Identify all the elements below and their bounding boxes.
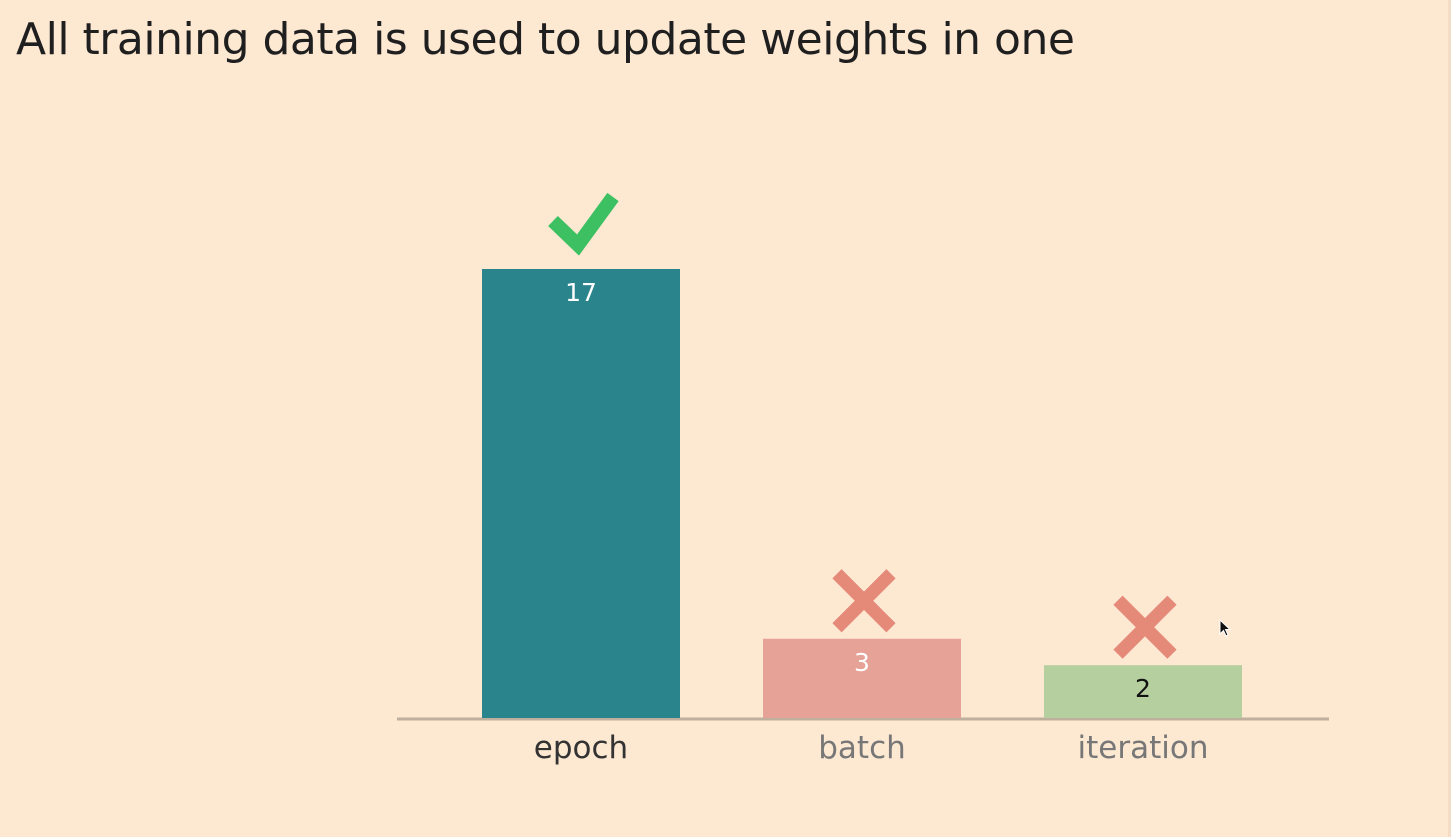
- bar-iteration: [1044, 665, 1242, 718]
- check-icon: [548, 192, 619, 256]
- bar-batch: [763, 638, 961, 718]
- category-label-iteration: iteration: [1078, 730, 1209, 766]
- value-label-epoch: 17: [565, 278, 597, 307]
- cross-icon: [832, 569, 896, 633]
- bar-epoch: [482, 269, 680, 718]
- value-label-iteration: 2: [1135, 674, 1151, 703]
- cross-icon: [1113, 595, 1177, 659]
- window-edge: [1448, 0, 1451, 837]
- value-label-batch: 3: [854, 648, 870, 677]
- category-label-batch: batch: [818, 730, 906, 766]
- category-label-epoch: epoch: [534, 730, 628, 766]
- mouse-cursor-icon: [1219, 619, 1231, 637]
- slide-title: All training data is used to update weig…: [16, 14, 1075, 65]
